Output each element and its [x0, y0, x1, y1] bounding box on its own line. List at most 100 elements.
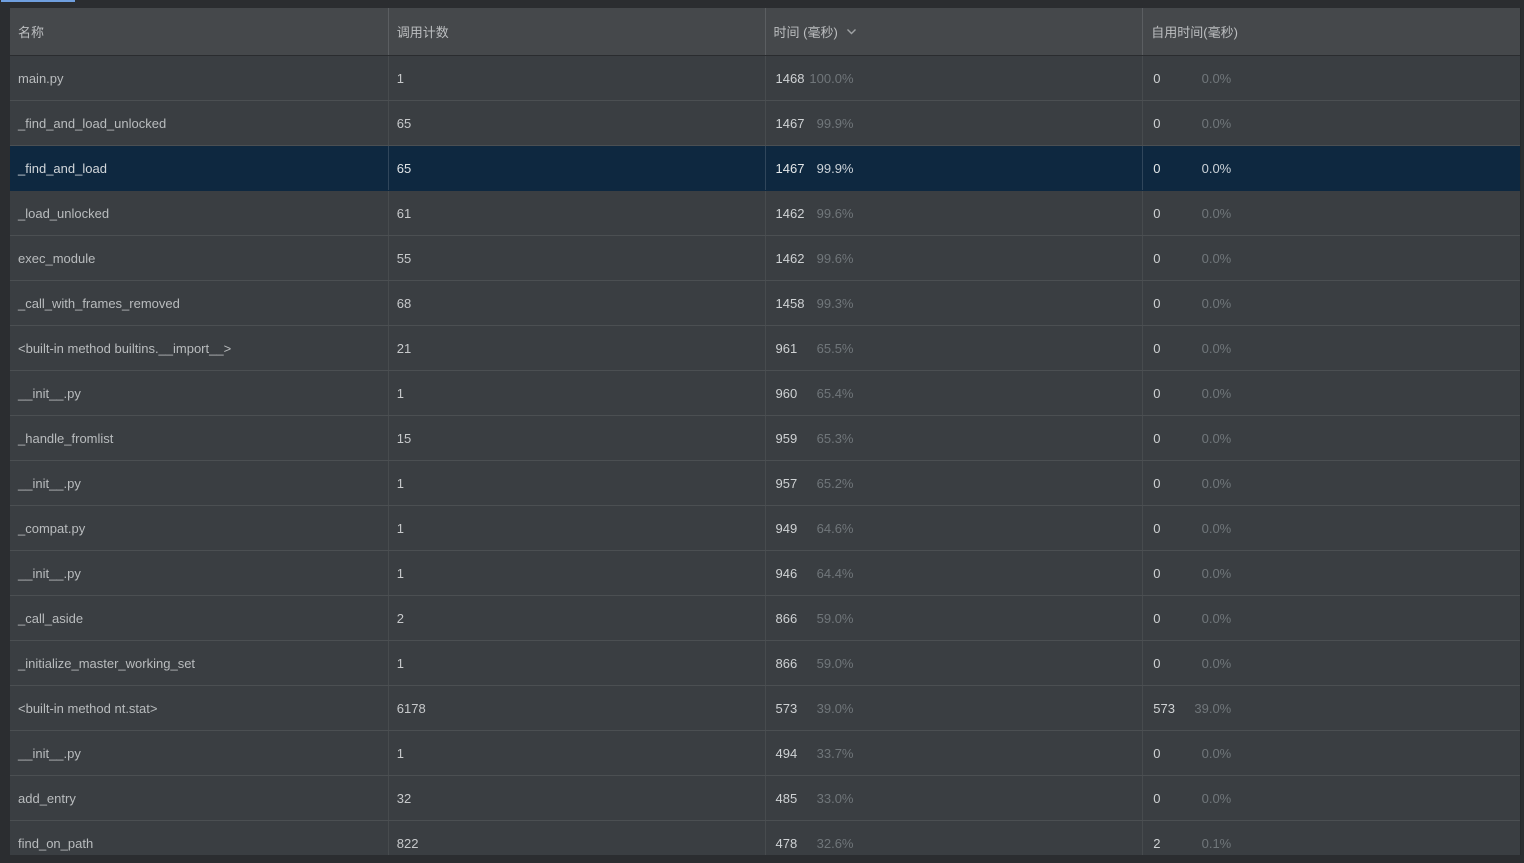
cell-time-ms: 1468 100.0%	[764, 56, 1143, 100]
cell-function-name: __init__.py	[18, 565, 81, 581]
cell-own-time-ms: 0 0.0%	[1142, 191, 1520, 235]
profiler-call-tree-table: 名称 调用计数 时间 (毫秒) 自用时间(毫秒) main.py 1 1468 …	[10, 8, 1521, 855]
table-row[interactable]: <built-in method nt.stat> 6178 573 39.0%…	[10, 686, 1520, 731]
own-time-value: 0	[1153, 430, 1161, 446]
cell-time-ms: 959 65.3%	[764, 416, 1143, 460]
table-row[interactable]: _call_aside 2 866 59.0% 0 0.0%	[10, 596, 1520, 641]
cell-time-ms: 1458 99.3%	[764, 281, 1143, 325]
cell-time-ms: 485 33.0%	[764, 776, 1143, 820]
own-time-percent: 0.0%	[1201, 475, 1232, 491]
cell-own-time-ms: 0 0.0%	[1142, 56, 1520, 100]
cell-function-name: __init__.py	[18, 745, 81, 761]
cell-function-name: _call_with_frames_removed	[18, 295, 180, 311]
column-header-own-time-ms-label: 自用时间(毫秒)	[1151, 25, 1238, 40]
time-value: 1468	[775, 70, 805, 86]
own-time-value: 0	[1153, 250, 1161, 266]
cell-own-time-ms: 0 0.0%	[1142, 641, 1520, 685]
cell-own-time-ms: 0 0.0%	[1142, 281, 1520, 325]
time-percent: 100.0%	[809, 70, 854, 86]
cell-own-time-ms: 0 0.0%	[1142, 596, 1520, 640]
own-time-value: 0	[1153, 475, 1161, 491]
time-value: 959	[775, 430, 798, 446]
cell-time-ms: 946 64.4%	[764, 551, 1143, 595]
column-header-name[interactable]: 名称	[10, 8, 388, 55]
table-row[interactable]: _call_with_frames_removed 68 1458 99.3% …	[10, 281, 1520, 326]
own-time-percent: 0.0%	[1201, 115, 1232, 131]
column-header-own-time-ms[interactable]: 自用时间(毫秒)	[1142, 8, 1520, 55]
table-row[interactable]: <built-in method builtins.__import__> 21…	[10, 326, 1520, 371]
table-row[interactable]: __init__.py 1 960 65.4% 0 0.0%	[10, 371, 1520, 416]
own-time-value: 2	[1153, 835, 1161, 851]
own-time-percent: 0.0%	[1201, 565, 1232, 581]
time-percent: 59.0%	[816, 655, 854, 671]
cell-call-count: 822	[387, 821, 765, 855]
time-value: 1462	[775, 250, 805, 266]
cell-function-name: main.py	[18, 70, 64, 86]
time-percent: 99.9%	[816, 115, 854, 131]
cell-call-count: 61	[387, 191, 765, 235]
cell-call-count: 1	[387, 731, 765, 775]
table-row[interactable]: _find_and_load_unlocked 65 1467 99.9% 0 …	[10, 101, 1520, 146]
table-row[interactable]: _initialize_master_working_set 1 866 59.…	[10, 641, 1520, 686]
table-row[interactable]: __init__.py 1 957 65.2% 0 0.0%	[10, 461, 1520, 506]
own-time-value: 0	[1153, 160, 1161, 176]
own-time-percent: 0.0%	[1201, 430, 1232, 446]
time-percent: 65.3%	[816, 430, 854, 446]
table-row[interactable]: _compat.py 1 949 64.6% 0 0.0%	[10, 506, 1520, 551]
table-row[interactable]: _handle_fromlist 15 959 65.3% 0 0.0%	[10, 416, 1520, 461]
cell-own-time-ms: 2 0.1%	[1142, 821, 1520, 855]
active-tab-indicator	[1, 0, 75, 2]
table-row[interactable]: exec_module 55 1462 99.6% 0 0.0%	[10, 236, 1520, 281]
cell-own-time-ms: 0 0.0%	[1142, 416, 1520, 460]
cell-call-count: 1	[387, 461, 765, 505]
table-row[interactable]: find_on_path 822 478 32.6% 2 0.1%	[10, 821, 1520, 855]
tab-strip	[0, 0, 1524, 8]
table-row[interactable]: _find_and_load 65 1467 99.9% 0 0.0%	[10, 146, 1520, 191]
own-time-value: 0	[1153, 205, 1161, 221]
time-percent: 99.9%	[816, 160, 854, 176]
cell-time-ms: 949 64.6%	[764, 506, 1143, 550]
column-header-time-ms[interactable]: 时间 (毫秒)	[764, 8, 1143, 55]
time-value: 1458	[775, 295, 805, 311]
cell-call-count: 55	[387, 236, 765, 280]
table-header-row: 名称 调用计数 时间 (毫秒) 自用时间(毫秒)	[10, 8, 1520, 56]
time-value: 485	[775, 790, 798, 806]
own-time-percent: 0.0%	[1201, 610, 1232, 626]
table-row[interactable]: main.py 1 1468 100.0% 0 0.0%	[10, 56, 1520, 101]
own-time-value: 573	[1153, 700, 1175, 716]
own-time-percent: 0.0%	[1201, 295, 1232, 311]
cell-call-count: 65	[387, 101, 765, 145]
cell-function-name: _load_unlocked	[18, 205, 110, 221]
cell-time-ms: 961 65.5%	[764, 326, 1143, 370]
cell-own-time-ms: 0 0.0%	[1142, 776, 1520, 820]
cell-function-name: <built-in method builtins.__import__>	[18, 340, 232, 356]
cell-call-count: 21	[387, 326, 765, 370]
cell-function-name: _call_aside	[18, 610, 84, 626]
table-row[interactable]: __init__.py 1 494 33.7% 0 0.0%	[10, 731, 1520, 776]
time-percent: 59.0%	[816, 610, 854, 626]
cell-call-count: 1	[387, 506, 765, 550]
own-time-value: 0	[1153, 745, 1161, 761]
table-row[interactable]: add_entry 32 485 33.0% 0 0.0%	[10, 776, 1520, 821]
cell-own-time-ms: 0 0.0%	[1142, 461, 1520, 505]
own-time-percent: 0.0%	[1201, 205, 1232, 221]
own-time-value: 0	[1153, 340, 1161, 356]
own-time-value: 0	[1153, 790, 1161, 806]
cell-time-ms: 573 39.0%	[764, 686, 1143, 730]
time-percent: 39.0%	[816, 700, 854, 716]
table-row[interactable]: _load_unlocked 61 1462 99.6% 0 0.0%	[10, 191, 1520, 236]
time-value: 957	[775, 475, 798, 491]
time-percent: 65.5%	[816, 340, 854, 356]
cell-function-name: exec_module	[18, 250, 96, 266]
cell-own-time-ms: 0 0.0%	[1142, 146, 1520, 190]
cell-time-ms: 1462 99.6%	[764, 191, 1143, 235]
column-header-call-count[interactable]: 调用计数	[387, 8, 765, 55]
time-value: 949	[775, 520, 798, 536]
cell-call-count: 15	[387, 416, 765, 460]
time-percent: 65.2%	[816, 475, 854, 491]
cell-own-time-ms: 0 0.0%	[1142, 506, 1520, 550]
table-row[interactable]: __init__.py 1 946 64.4% 0 0.0%	[10, 551, 1520, 596]
time-value: 573	[775, 700, 798, 716]
time-percent: 65.4%	[816, 385, 854, 401]
cell-function-name: _compat.py	[18, 520, 86, 536]
